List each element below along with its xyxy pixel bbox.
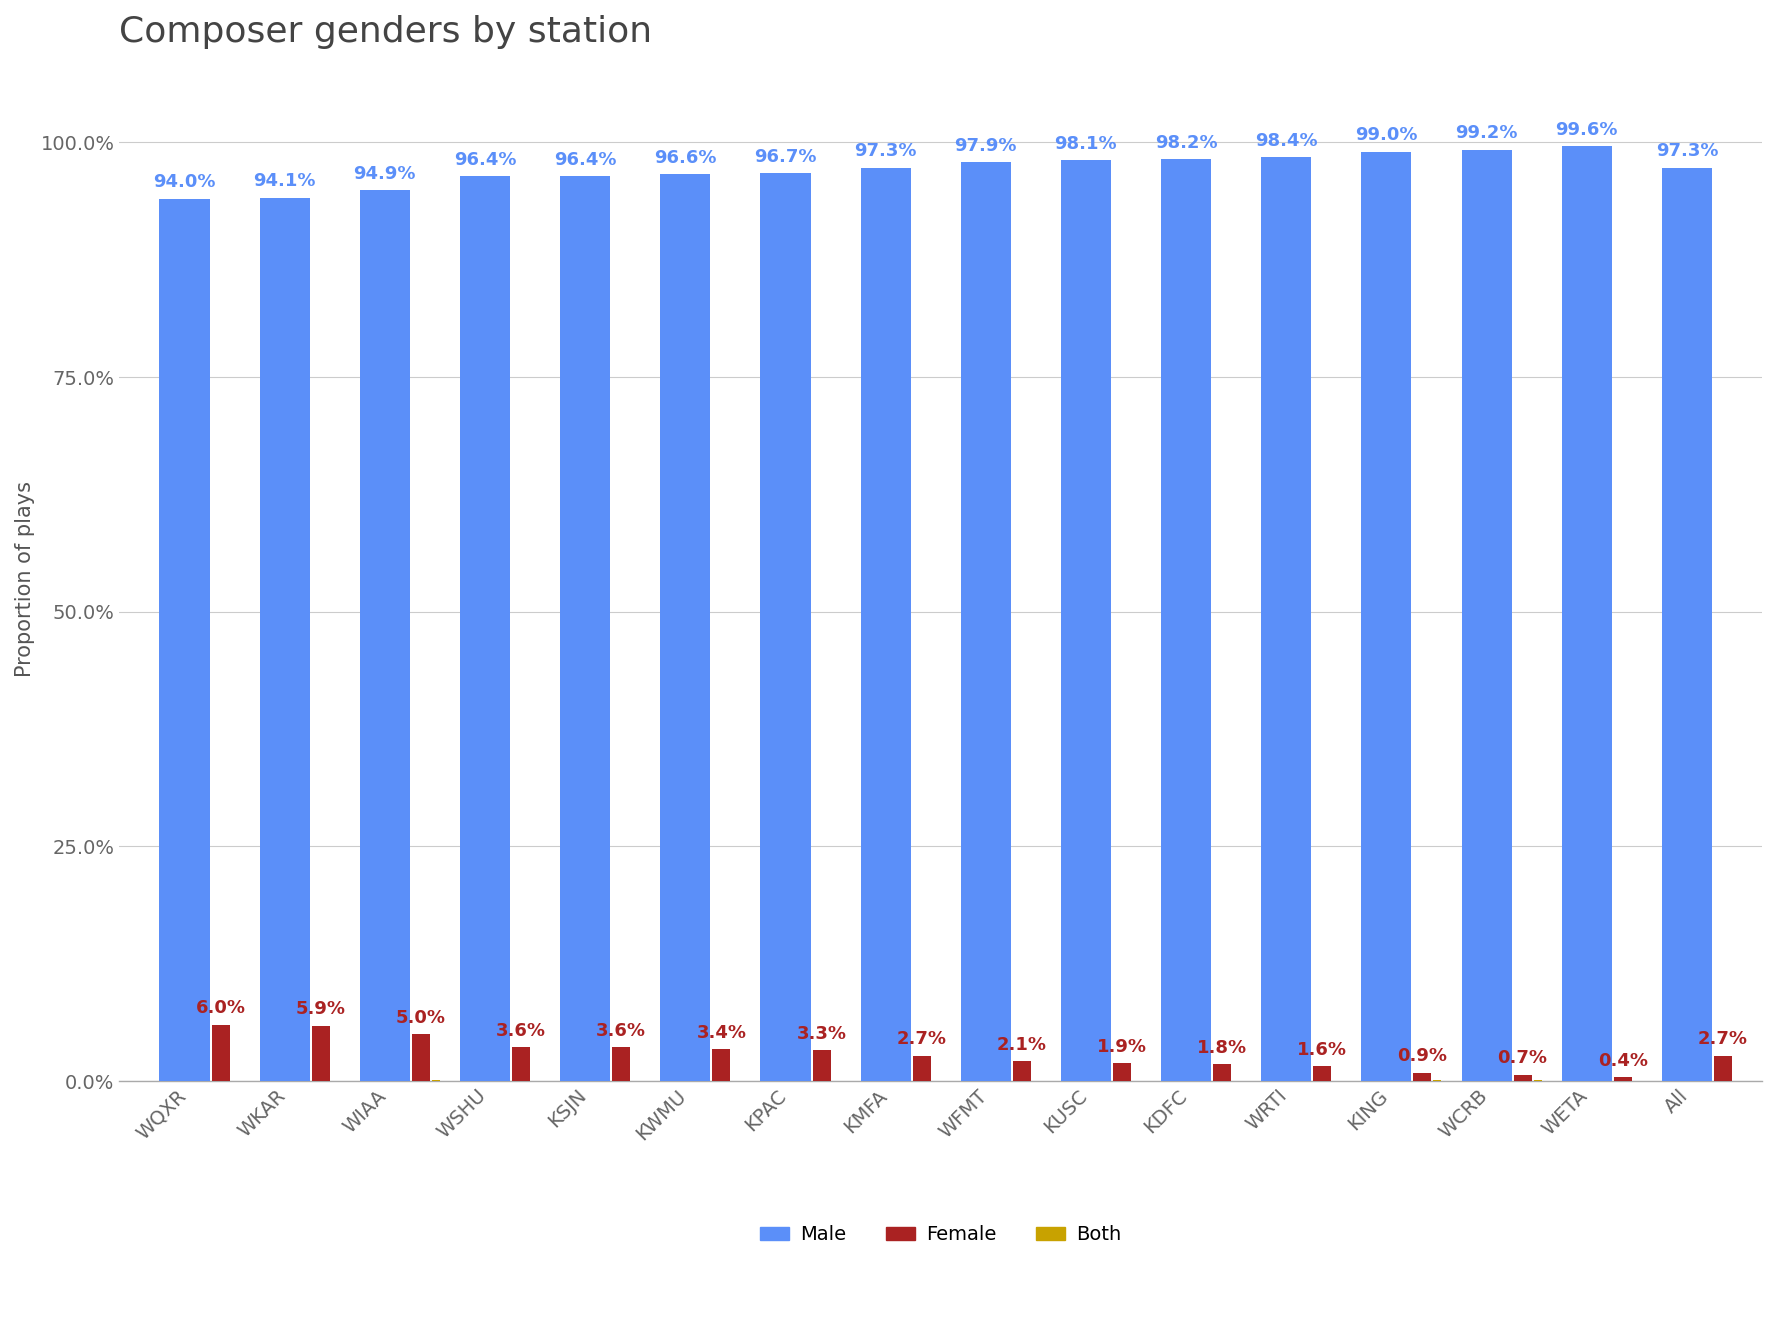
Text: Composer genders by station: Composer genders by station: [119, 15, 652, 50]
Text: 0.4%: 0.4%: [1598, 1052, 1647, 1070]
Bar: [1514, 1075, 1532, 1081]
Text: 97.3%: 97.3%: [1656, 142, 1718, 161]
Text: 5.9%: 5.9%: [295, 1000, 347, 1018]
Bar: [160, 198, 210, 1081]
Text: 99.6%: 99.6%: [1555, 121, 1619, 139]
Bar: [359, 190, 410, 1081]
Text: 1.6%: 1.6%: [1297, 1040, 1347, 1059]
Text: 97.9%: 97.9%: [954, 137, 1016, 154]
Bar: [1715, 1056, 1733, 1081]
Bar: [1661, 167, 1711, 1081]
Bar: [761, 174, 810, 1081]
Text: 97.3%: 97.3%: [855, 142, 917, 161]
Y-axis label: Proportion of plays: Proportion of plays: [14, 481, 36, 678]
Bar: [1413, 1073, 1432, 1081]
Text: 96.4%: 96.4%: [554, 151, 617, 169]
Text: 3.4%: 3.4%: [697, 1024, 746, 1042]
Bar: [1160, 159, 1212, 1081]
Bar: [1262, 158, 1311, 1081]
Text: 3.6%: 3.6%: [597, 1022, 647, 1040]
Bar: [211, 1024, 229, 1081]
Text: 96.4%: 96.4%: [453, 151, 517, 169]
Text: 2.7%: 2.7%: [897, 1030, 947, 1048]
Bar: [613, 1047, 631, 1081]
Bar: [913, 1056, 931, 1081]
Text: 94.0%: 94.0%: [153, 173, 215, 191]
Text: 99.0%: 99.0%: [1356, 126, 1418, 145]
Text: 0.9%: 0.9%: [1397, 1047, 1448, 1066]
Bar: [1361, 151, 1411, 1081]
Bar: [460, 177, 510, 1081]
Bar: [713, 1050, 730, 1081]
Text: 6.0%: 6.0%: [195, 999, 245, 1018]
Bar: [860, 167, 910, 1081]
Bar: [1112, 1063, 1130, 1081]
Text: 98.1%: 98.1%: [1054, 135, 1118, 153]
Text: 0.7%: 0.7%: [1498, 1048, 1548, 1067]
Text: 96.7%: 96.7%: [753, 147, 817, 166]
Bar: [311, 1026, 331, 1081]
Text: 1.9%: 1.9%: [1096, 1038, 1146, 1056]
Text: 3.6%: 3.6%: [496, 1022, 546, 1040]
Text: 1.8%: 1.8%: [1198, 1039, 1247, 1056]
Text: 5.0%: 5.0%: [396, 1008, 446, 1027]
Bar: [512, 1047, 530, 1081]
Text: 3.3%: 3.3%: [796, 1024, 846, 1043]
Bar: [1013, 1062, 1031, 1081]
Text: 94.9%: 94.9%: [354, 165, 416, 183]
Bar: [961, 162, 1011, 1081]
Bar: [259, 198, 309, 1081]
Bar: [560, 177, 610, 1081]
Bar: [1614, 1078, 1631, 1081]
Text: 98.2%: 98.2%: [1155, 134, 1217, 151]
Bar: [1562, 146, 1612, 1081]
Text: 99.2%: 99.2%: [1455, 125, 1518, 142]
Bar: [812, 1050, 830, 1081]
Text: 2.1%: 2.1%: [997, 1036, 1047, 1054]
Bar: [661, 174, 711, 1081]
Text: 98.4%: 98.4%: [1255, 133, 1317, 150]
Text: 2.7%: 2.7%: [1699, 1030, 1749, 1048]
Bar: [1461, 150, 1512, 1081]
Legend: Male, Female, Both: Male, Female, Both: [752, 1217, 1130, 1252]
Bar: [412, 1034, 430, 1081]
Bar: [1061, 161, 1111, 1081]
Bar: [1214, 1065, 1231, 1081]
Text: 96.6%: 96.6%: [654, 149, 716, 167]
Text: 94.1%: 94.1%: [254, 173, 316, 190]
Bar: [1313, 1066, 1331, 1081]
